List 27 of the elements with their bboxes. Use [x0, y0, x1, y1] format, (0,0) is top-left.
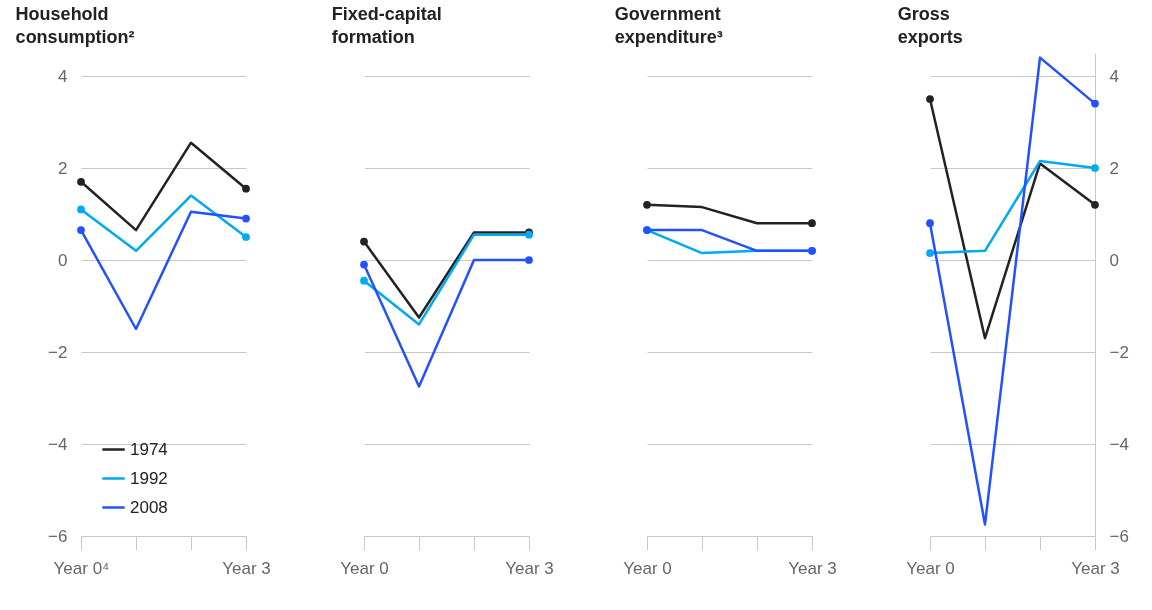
x-tick-label: Year 0 — [623, 558, 672, 578]
legend-label: 1974 — [130, 439, 168, 459]
y2-tick-label: 2 — [1109, 158, 1119, 178]
y2-tick-label: 4 — [1109, 66, 1119, 86]
y2-tick-label: −2 — [1109, 342, 1129, 362]
x-tick-label: Year 0 — [340, 558, 389, 578]
x-tick-label: Year 0⁴ — [53, 558, 110, 578]
y-tick-label: 4 — [58, 66, 68, 86]
x-tick-label: Year 3 — [222, 558, 271, 578]
chart-title: Gross exports — [897, 4, 963, 47]
chart-title: Government expenditure³ — [614, 4, 723, 47]
y-tick-label: −2 — [48, 342, 68, 362]
y2-tick-label: 0 — [1109, 250, 1119, 270]
chart-title: Fixed-capital formation — [331, 4, 442, 47]
y-tick-label: −4 — [48, 434, 68, 454]
y-tick-label: 2 — [58, 158, 68, 178]
x-tick-label: Year 0 — [906, 558, 955, 578]
y-tick-label: 0 — [58, 250, 68, 270]
legend-label: 2008 — [130, 497, 168, 517]
legend-label: 1992 — [130, 468, 168, 488]
y2-tick-label: −4 — [1109, 434, 1129, 454]
chart-title: Household consumption² — [15, 4, 135, 47]
x-tick-label: Year 3 — [788, 558, 837, 578]
y2-tick-label: −6 — [1109, 526, 1129, 546]
x-tick-label: Year 3 — [1071, 558, 1120, 578]
x-tick-label: Year 3 — [505, 558, 554, 578]
y-tick-label: −6 — [48, 526, 68, 546]
